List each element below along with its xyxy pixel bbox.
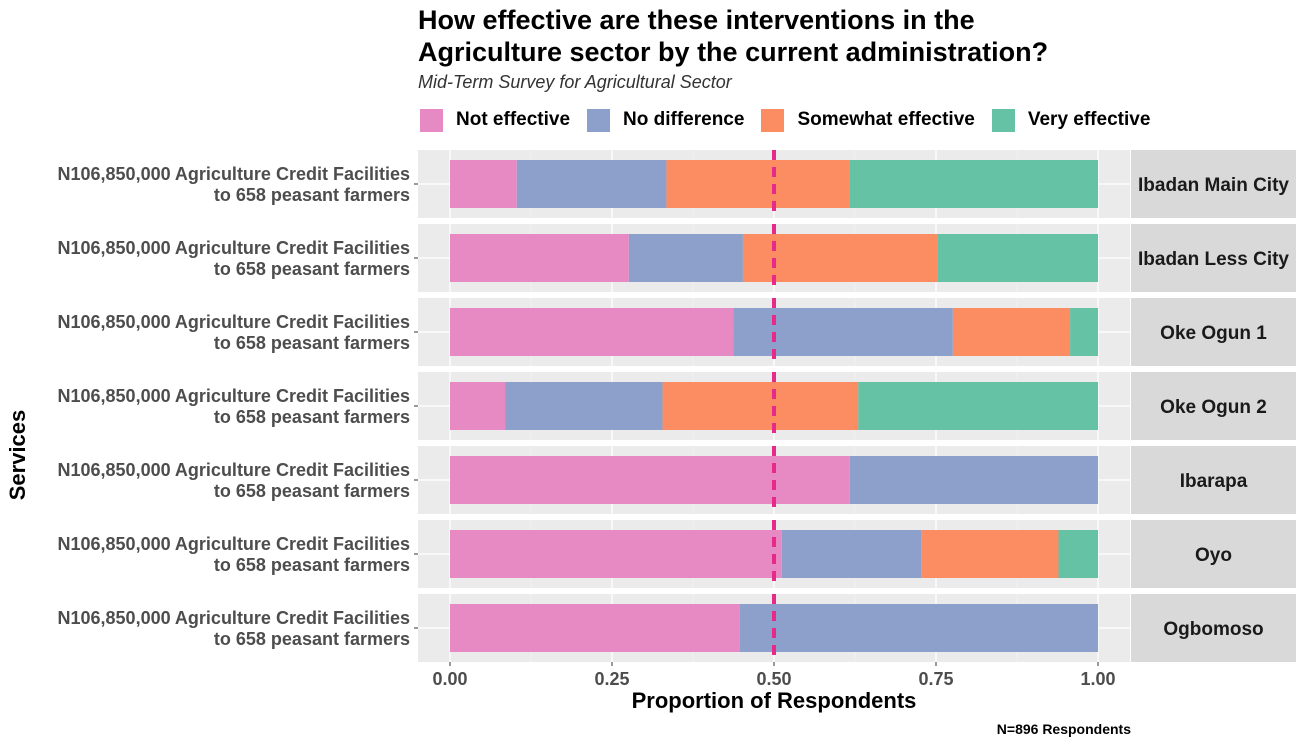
y-tick-label: N106,850,000 Agriculture Credit Faciliti… — [58, 534, 411, 575]
y-tick-label: N106,850,000 Agriculture Credit Faciliti… — [58, 312, 411, 353]
y-tick-label-line: to 658 peasant farmers — [214, 185, 410, 205]
bar-segment — [849, 160, 1098, 208]
bar-segment — [781, 530, 922, 578]
bar-segment — [858, 382, 1098, 430]
y-tick-label-line: to 658 peasant farmers — [214, 407, 410, 427]
legend-item-somewhat-effective: Somewhat effective — [761, 108, 975, 132]
bar-segment — [849, 456, 1098, 504]
facet-strip-label: Oyo — [1195, 545, 1232, 566]
bar-segment — [516, 160, 667, 208]
chart-title-line-2: Agriculture sector by the current admini… — [418, 37, 1049, 67]
y-tick-label-line: to 658 peasant farmers — [214, 259, 410, 279]
legend-swatch-not-effective — [420, 108, 443, 132]
y-tick-label: N106,850,000 Agriculture Credit Faciliti… — [58, 238, 411, 279]
legend-label-very-effective: Very effective — [1027, 109, 1151, 130]
facet-strip — [1131, 298, 1296, 366]
y-tick-label-line: N106,850,000 Agriculture Credit Faciliti… — [58, 534, 411, 554]
legend-swatch-no-difference — [587, 108, 611, 132]
x-tick-label: 0.00 — [432, 669, 467, 689]
legend-item-very-effective: Very effective — [991, 108, 1151, 132]
legend-swatch-very-effective — [991, 108, 1015, 132]
y-tick-label-line: N106,850,000 Agriculture Credit Faciliti… — [58, 312, 411, 332]
legend-swatch-somewhat-effective — [761, 108, 785, 132]
facet-strip — [1131, 224, 1296, 292]
bar-segment — [450, 308, 734, 356]
bar-segment — [1070, 308, 1098, 356]
bar-segment — [1058, 530, 1098, 578]
bar-segment — [450, 234, 629, 282]
x-axis-title: Proportion of Respondents — [631, 688, 917, 713]
bar-segment — [666, 160, 850, 208]
x-tick-label: 0.25 — [594, 669, 629, 689]
y-tick-label-line: N106,850,000 Agriculture Credit Faciliti… — [58, 386, 411, 406]
y-axis-title-box: Services — [5, 295, 30, 615]
facet-strip-label: Oke Ogun 2 — [1160, 397, 1267, 418]
facet-strip — [1131, 150, 1296, 218]
legend-item-no-difference: No difference — [587, 108, 745, 132]
legend-label-somewhat-effective: Somewhat effective — [797, 109, 975, 130]
y-tick-label-line: to 658 peasant farmers — [214, 333, 410, 353]
y-tick-label: N106,850,000 Agriculture Credit Faciliti… — [58, 386, 411, 427]
bar-segment — [450, 382, 506, 430]
facet-strip-label: Ibarapa — [1180, 471, 1248, 492]
facet-strip — [1131, 594, 1296, 662]
legend-label-not-effective: Not effective — [456, 109, 571, 130]
facet-strip-label: Ibadan Less City — [1138, 249, 1289, 270]
bar-segment — [662, 382, 859, 430]
y-tick-label: N106,850,000 Agriculture Credit Faciliti… — [58, 164, 411, 205]
facet-strip-label: Ogbomoso — [1163, 619, 1263, 640]
facet-strip — [1131, 520, 1296, 588]
bar-segment — [450, 160, 517, 208]
facet-strip-label: Ibadan Main City — [1138, 175, 1289, 196]
x-tick-label: 1.00 — [1080, 669, 1115, 689]
y-tick-label-line: N106,850,000 Agriculture Credit Faciliti… — [58, 608, 411, 628]
bar-segment — [505, 382, 663, 430]
bar-segment — [921, 530, 1059, 578]
x-tick-label: 0.50 — [756, 669, 791, 689]
chart-caption: N=896 Respondents — [996, 721, 1131, 737]
chart-title-line-1: How effective are these interventions in… — [418, 5, 975, 35]
y-tick-label-line: to 658 peasant farmers — [214, 629, 410, 649]
y-axis-title: Services — [5, 409, 30, 501]
y-tick-label: N106,850,000 Agriculture Credit Faciliti… — [58, 460, 411, 501]
y-tick-label-line: N106,850,000 Agriculture Credit Faciliti… — [58, 460, 411, 480]
y-tick-label-line: to 658 peasant farmers — [214, 481, 410, 501]
bar-segment — [937, 234, 1098, 282]
legend-label-no-difference: No difference — [623, 109, 745, 130]
y-tick-label-line: N106,850,000 Agriculture Credit Faciliti… — [58, 164, 411, 184]
chart-subtitle: Mid-Term Survey for Agricultural Sector — [418, 72, 732, 92]
bar-segment — [450, 604, 740, 652]
bar-segment — [733, 308, 953, 356]
facet-strip — [1131, 372, 1296, 440]
facet-strip — [1131, 446, 1296, 514]
y-tick-label: N106,850,000 Agriculture Credit Faciliti… — [58, 608, 411, 649]
legend: Not effective No difference Somewhat eff… — [420, 107, 1167, 133]
bar-segment — [450, 530, 782, 578]
bar-segment — [739, 604, 1098, 652]
chart-title: How effective are these interventions in… — [418, 4, 1288, 68]
x-tick-label: 0.75 — [918, 669, 953, 689]
bar-segment — [952, 308, 1071, 356]
y-tick-label-line: to 658 peasant farmers — [214, 555, 410, 575]
bar-segment — [628, 234, 743, 282]
y-tick-label-line: N106,850,000 Agriculture Credit Faciliti… — [58, 238, 411, 258]
bar-segment — [450, 456, 850, 504]
facet-strip-label: Oke Ogun 1 — [1160, 323, 1267, 344]
legend-item-not-effective: Not effective — [420, 108, 571, 132]
